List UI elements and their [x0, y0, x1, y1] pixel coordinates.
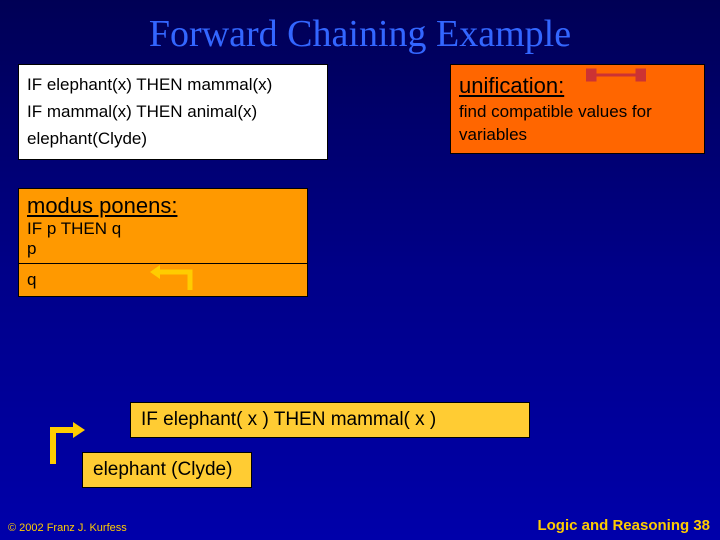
kb-rule-1: IF elephant(x) THEN mammal(x) [27, 71, 319, 98]
modus-line-3: q [27, 270, 36, 289]
modus-line-1: IF p THEN q [27, 219, 299, 239]
kb-rule-2: IF mammal(x) THEN animal(x) [27, 98, 319, 125]
modus-ponens-box: modus ponens: IF p THEN q p q [18, 188, 308, 297]
instantiated-rule-box: IF elephant( x ) THEN mammal( x ) [130, 402, 530, 438]
modus-line-2: p [27, 239, 299, 259]
unification-body: find compatible values for variables [459, 101, 696, 147]
slide-title: Forward Chaining Example [0, 0, 720, 64]
page-footer: Logic and Reasoning 38 [537, 517, 710, 534]
modus-header: modus ponens: [19, 189, 307, 219]
kb-fact-1: elephant(Clyde) [27, 125, 319, 152]
instantiated-fact-box: elephant (Clyde) [82, 452, 252, 488]
unification-header: unification: [459, 71, 696, 101]
knowledge-base-box: IF elephant(x) THEN mammal(x) IF mammal(… [18, 64, 328, 160]
unification-box: unification: find compatible values for … [450, 64, 705, 154]
chain-arrow-icon [45, 416, 85, 466]
copyright: © 2002 Franz J. Kurfess [8, 522, 127, 534]
